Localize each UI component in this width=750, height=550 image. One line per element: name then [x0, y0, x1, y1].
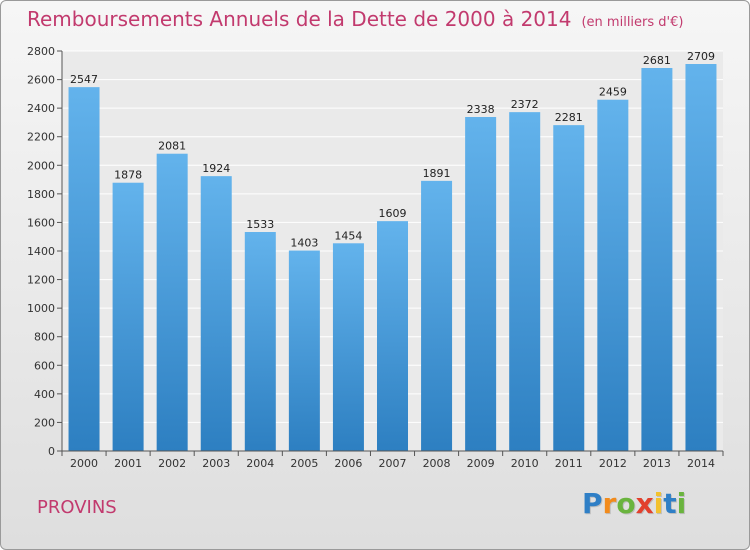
value-label-2009: 2338 — [467, 103, 495, 116]
y-tick-label: 1800 — [27, 188, 55, 201]
value-label-2011: 2281 — [555, 111, 583, 124]
bar-2008 — [421, 180, 453, 451]
bar-2007 — [377, 221, 408, 451]
x-tick-label-2000: 2000 — [70, 457, 98, 470]
bar-2012 — [597, 99, 629, 451]
logo-letter: i — [653, 487, 664, 520]
x-tick-label-2003: 2003 — [202, 457, 230, 470]
bar-2000 — [68, 87, 100, 452]
x-tick-label-2006: 2006 — [334, 457, 362, 470]
y-tick-label: 1400 — [27, 245, 55, 258]
y-tick-label: 2800 — [27, 45, 55, 58]
y-tick-label: 600 — [34, 359, 55, 372]
bar-2004 — [244, 232, 276, 451]
value-label-2005: 1403 — [290, 237, 318, 250]
y-tick-label: 2400 — [27, 102, 55, 115]
y-tick-label: 2000 — [27, 159, 55, 172]
x-tick-label-2011: 2011 — [555, 457, 583, 470]
value-label-2006: 1454 — [334, 229, 362, 242]
y-tick-label: 800 — [34, 331, 55, 344]
x-tick-label-2007: 2007 — [379, 457, 407, 470]
x-tick-label-2010: 2010 — [511, 457, 539, 470]
y-axis: 0 200 400 600 800 1000 1200 1400 1600 1800 2000 220… — [27, 45, 63, 458]
logo-letter: t — [663, 487, 677, 520]
location-label: PROVINS — [37, 497, 117, 518]
x-tick-label-2001: 2001 — [114, 457, 142, 470]
x-tick-label-2014: 2014 — [687, 457, 715, 470]
x-tick-label-2012: 2012 — [599, 457, 627, 470]
value-label-2003: 1924 — [202, 162, 230, 175]
logo-letter: P — [582, 487, 603, 520]
value-label-2001: 1878 — [114, 169, 142, 182]
y-tick-label: 1000 — [27, 302, 55, 315]
value-label-2008: 1891 — [423, 167, 451, 180]
bar-2002 — [156, 153, 188, 451]
bar-2006 — [332, 243, 364, 451]
y-tick-label: 2200 — [27, 131, 55, 144]
x-tick-label-2004: 2004 — [246, 457, 274, 470]
value-label-2004: 1533 — [246, 218, 274, 231]
value-label-2000: 2547 — [70, 73, 98, 86]
bar-2011 — [553, 125, 585, 452]
x-tick-label-2009: 2009 — [467, 457, 495, 470]
logo-letter: r — [602, 487, 617, 520]
bar-2010 — [509, 112, 541, 452]
x-tick-label-2002: 2002 — [158, 457, 186, 470]
logo-letter: o — [616, 487, 636, 520]
y-tick-label: 0 — [48, 445, 55, 458]
bar-2014 — [685, 64, 717, 451]
chart-subtitle: (en milliers d'€) — [581, 15, 684, 30]
bar-2013 — [641, 68, 673, 451]
value-label-2010: 2372 — [511, 98, 539, 111]
value-label-2002: 2081 — [158, 140, 186, 153]
bar-2005 — [288, 250, 320, 451]
chart-title: Remboursements Annuels de la Dette de 20… — [27, 7, 683, 31]
value-label-2007: 1609 — [379, 207, 407, 220]
y-tick-label: 200 — [34, 416, 55, 429]
y-tick-label: 1200 — [27, 274, 55, 287]
value-label-2013: 2681 — [643, 54, 671, 67]
x-tick-label-2005: 2005 — [290, 457, 318, 470]
bar-2009 — [465, 117, 497, 451]
value-label-2012: 2459 — [599, 86, 627, 99]
value-label-2014: 2709 — [687, 50, 715, 63]
y-tick-label: 2600 — [27, 74, 55, 87]
x-axis: 2000 2001 2002 2003 2004 2005 2006 2007 2008 2009… — [61, 450, 724, 470]
x-tick-label-2013: 2013 — [643, 457, 671, 470]
logo-letter: x — [635, 487, 654, 520]
proxiti-logo: Proxiti — [582, 487, 686, 520]
y-tick-label: 400 — [34, 388, 55, 401]
bars: 2547 1878 2081 1924 1533 1403 1454 1609 1891 2338… — [68, 50, 717, 452]
bar-2001 — [112, 182, 144, 451]
bar-2003 — [200, 176, 232, 451]
chart-title-text: Remboursements Annuels de la Dette de 20… — [27, 7, 572, 31]
y-tick-label: 1600 — [27, 216, 55, 229]
logo-letter: i — [676, 487, 687, 520]
x-tick-label-2008: 2008 — [423, 457, 451, 470]
